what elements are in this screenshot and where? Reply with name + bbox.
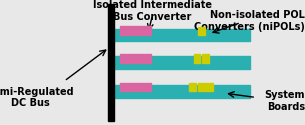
Text: Isolated Intermediate
Bus Converter: Isolated Intermediate Bus Converter	[93, 0, 212, 22]
Bar	[194, 54, 200, 62]
Bar	[202, 54, 209, 62]
Text: System
Boards: System Boards	[264, 90, 305, 112]
Text: Non-isolated POL
Converters (niPOLs): Non-isolated POL Converters (niPOLs)	[194, 10, 305, 32]
Bar	[120, 26, 151, 35]
Bar	[120, 54, 151, 62]
Bar	[114, 56, 250, 69]
Bar	[189, 83, 196, 91]
Bar	[198, 27, 205, 35]
Bar	[198, 83, 205, 91]
Text: Semi-Regulated
DC Bus: Semi-Regulated DC Bus	[0, 87, 74, 108]
Bar	[114, 29, 250, 41]
Bar	[108, 4, 114, 121]
Bar	[120, 82, 151, 91]
Bar	[206, 83, 213, 91]
Bar	[114, 85, 250, 98]
